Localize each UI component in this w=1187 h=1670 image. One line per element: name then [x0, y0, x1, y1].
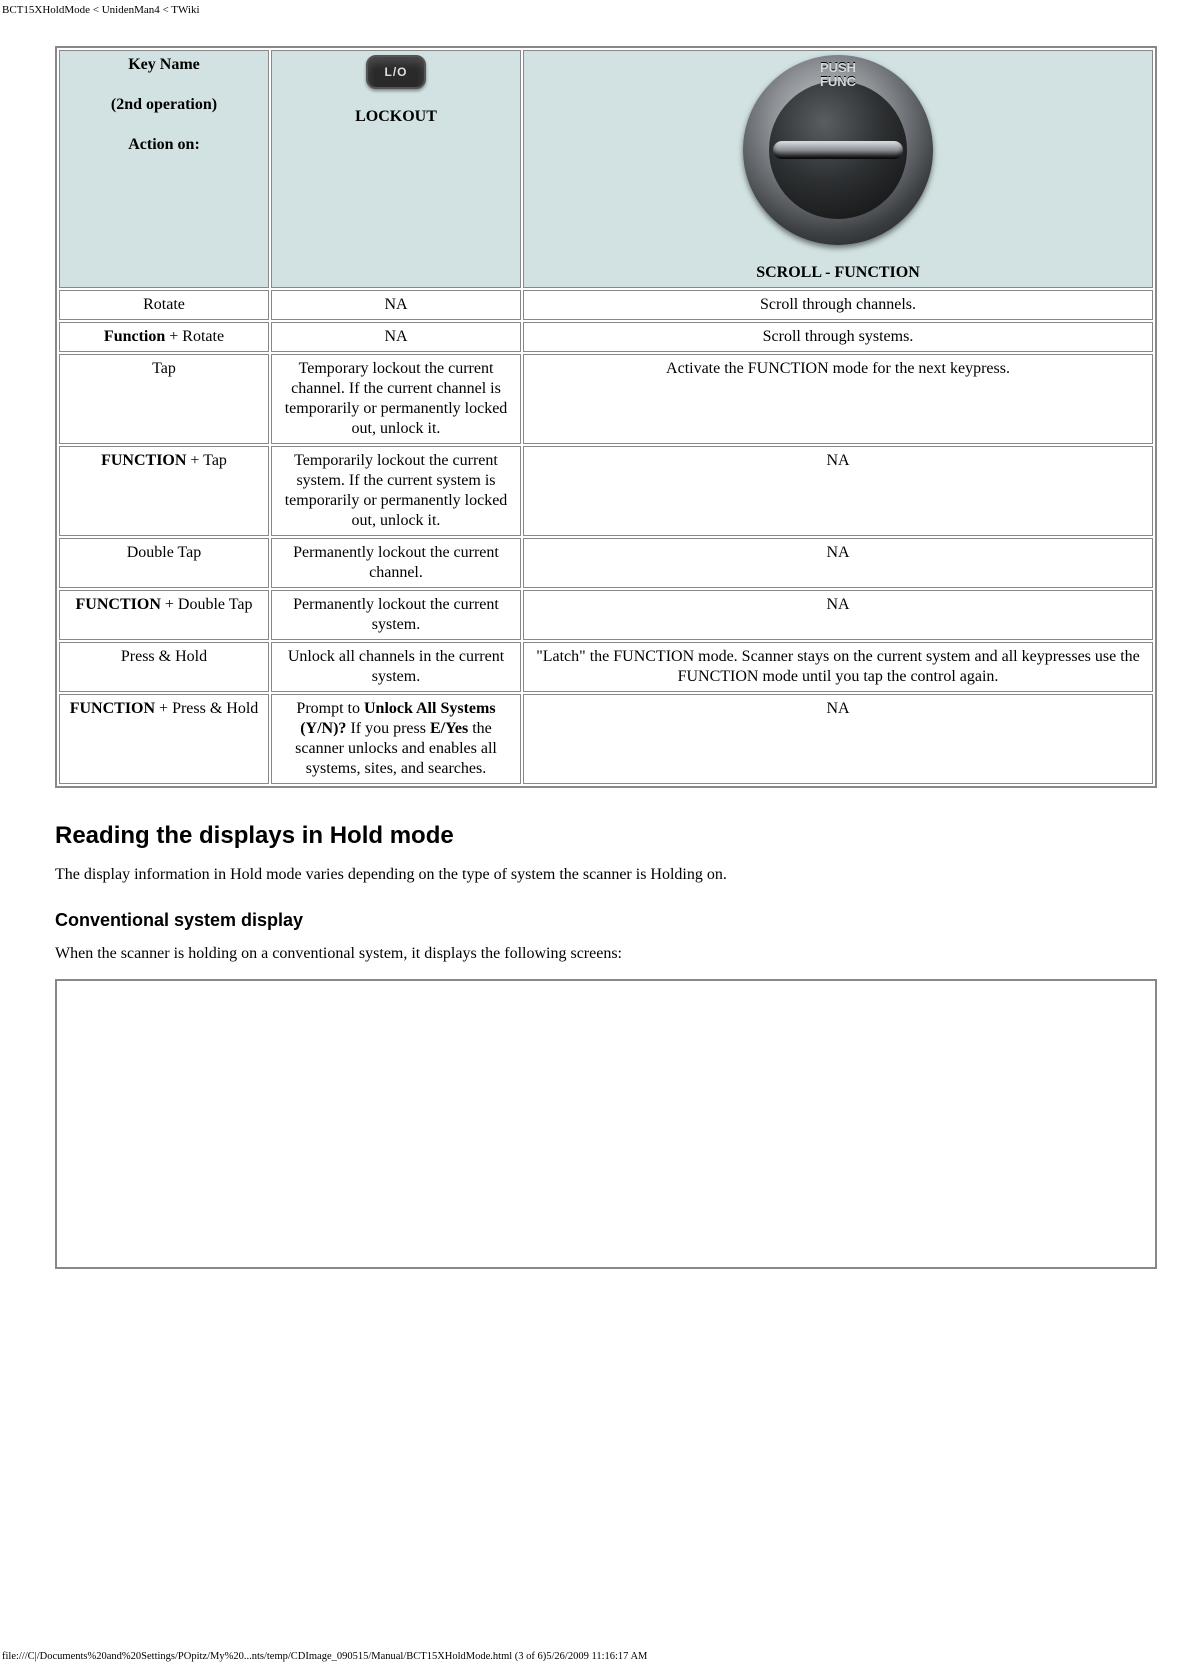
- col-header-lockout: L/O LOCKOUT: [271, 50, 521, 288]
- cell-lockout: Unlock all channels in the current syste…: [271, 642, 521, 692]
- key-name-line3: Action on:: [66, 135, 262, 155]
- cell-scroll: "Latch" the FUNCTION mode. Scanner stays…: [523, 642, 1153, 692]
- key-rest: + Tap: [186, 452, 227, 469]
- page-header-path: BCT15XHoldMode < UnidenMan4 < TWiki: [0, 0, 1187, 16]
- section-paragraph: The display information in Hold mode var…: [55, 866, 1157, 884]
- table-row: FUNCTION + Double Tap Permanently lockou…: [59, 590, 1153, 640]
- cell-lockout: Temporarily lockout the current system. …: [271, 446, 521, 536]
- cell-scroll: NA: [523, 590, 1153, 640]
- lockout-key-icon: L/O: [366, 55, 426, 89]
- table-row: Rotate NA Scroll through channels.: [59, 290, 1153, 320]
- key-bold: FUNCTION: [76, 596, 161, 613]
- cell-key: FUNCTION + Tap: [59, 446, 269, 536]
- table-row: FUNCTION + Press & Hold Prompt to Unlock…: [59, 694, 1153, 784]
- key-rest: + Rotate: [165, 328, 224, 345]
- cell-scroll: Activate the FUNCTION mode for the next …: [523, 354, 1153, 444]
- main-content: Key Name (2nd operation) Action on: L/O …: [0, 16, 1187, 1269]
- col-header-keyname: Key Name (2nd operation) Action on:: [59, 50, 269, 288]
- cell-lockout: Temporary lockout the current channel. I…: [271, 354, 521, 444]
- cell-lockout: NA: [271, 322, 521, 352]
- cell-lockout: Permanently lockout the current channel.: [271, 538, 521, 588]
- subsection-paragraph: When the scanner is holding on a convent…: [55, 945, 1157, 963]
- cell-scroll: Scroll through channels.: [523, 290, 1153, 320]
- cell-scroll: NA: [523, 446, 1153, 536]
- cell-key: Double Tap: [59, 538, 269, 588]
- lockout-label: LOCKOUT: [278, 107, 514, 127]
- subsection-heading-conventional: Conventional system display: [55, 910, 1157, 931]
- key-bold: FUNCTION: [70, 700, 155, 717]
- cell-key: Press & Hold: [59, 642, 269, 692]
- scroll-function-label: SCROLL - FUNCTION: [530, 263, 1146, 283]
- key-bold: FUNCTION: [101, 452, 186, 469]
- section-heading-displays: Reading the displays in Hold mode: [55, 822, 1157, 850]
- key-name-line2: (2nd operation): [66, 95, 262, 115]
- table-row: Press & Hold Unlock all channels in the …: [59, 642, 1153, 692]
- cell-key: Function + Rotate: [59, 322, 269, 352]
- key-rest: + Press & Hold: [155, 700, 258, 717]
- key-rest: + Double Tap: [161, 596, 253, 613]
- scroll-knob-text2: FUNC: [820, 74, 856, 89]
- cell-lockout: Prompt to Unlock All Systems (Y/N)? If y…: [271, 694, 521, 784]
- scroll-knob-icon: PUSH FUNC: [743, 55, 933, 245]
- page-footer-path: file:///C|/Documents%20and%20Settings/PO…: [0, 1649, 1187, 1670]
- cell-key: FUNCTION + Double Tap: [59, 590, 269, 640]
- cell-scroll: NA: [523, 538, 1153, 588]
- scroll-knob-text1: PUSH: [820, 60, 856, 75]
- lockout-pre: Prompt to: [296, 700, 364, 717]
- lockout-bold2: E/Yes: [430, 720, 468, 737]
- screenshot-placeholder-box: [55, 979, 1157, 1269]
- table-row: Function + Rotate NA Scroll through syst…: [59, 322, 1153, 352]
- table-row: Tap Temporary lockout the current channe…: [59, 354, 1153, 444]
- cell-lockout: NA: [271, 290, 521, 320]
- cell-scroll: Scroll through systems.: [523, 322, 1153, 352]
- key-name-line1: Key Name: [66, 55, 262, 75]
- key-bold: Function: [104, 328, 165, 345]
- col-header-scroll: PUSH FUNC SCROLL - FUNCTION: [523, 50, 1153, 288]
- cell-key: FUNCTION + Press & Hold: [59, 694, 269, 784]
- cell-key: Rotate: [59, 290, 269, 320]
- table-row: Double Tap Permanently lockout the curre…: [59, 538, 1153, 588]
- table-row: FUNCTION + Tap Temporarily lockout the c…: [59, 446, 1153, 536]
- cell-lockout: Permanently lockout the current system.: [271, 590, 521, 640]
- lockout-mid: If you press: [346, 720, 430, 737]
- cell-scroll: NA: [523, 694, 1153, 784]
- key-operations-table: Key Name (2nd operation) Action on: L/O …: [55, 46, 1157, 788]
- cell-key: Tap: [59, 354, 269, 444]
